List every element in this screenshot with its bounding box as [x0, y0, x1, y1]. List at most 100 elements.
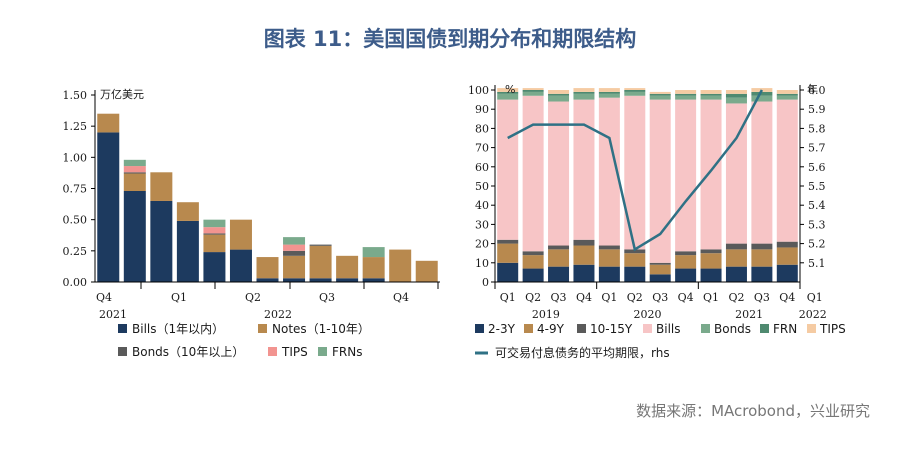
- right-bar-segment: [497, 239, 519, 244]
- right-bar-segment: [700, 253, 722, 269]
- right-bar-segment: [548, 93, 570, 96]
- right-bar-segment: [522, 268, 544, 282]
- right-chart-y2-tick-label: 5.8: [808, 122, 826, 135]
- right-chart-x-year-label: 2020: [634, 308, 662, 321]
- left-bar-segment: [123, 166, 146, 173]
- right-chart-x-quarter-label: Q1: [703, 291, 719, 304]
- right-bar-segment: [548, 95, 570, 102]
- left-legend-swatch: [268, 347, 277, 356]
- right-bar-segment: [598, 93, 620, 98]
- left-y-tick-label: 0.75: [63, 183, 88, 196]
- chart-maturity-distribution: 0.00 0.25 0.50 0.75 1.00 1.25 1.50 Q4 Q1 Q2 Q3 Q4 2…: [63, 88, 440, 321]
- right-bar-segment: [573, 93, 595, 100]
- left-bar-segment: [203, 252, 226, 282]
- right-bar-segment: [573, 264, 595, 282]
- right-bar-segment: [497, 99, 519, 240]
- right-bar-segment: [700, 249, 722, 254]
- left-bar-segment: [176, 202, 199, 221]
- right-bar-segment: [497, 88, 519, 92]
- right-bar-segment: [497, 243, 519, 263]
- left-bar-segment: [283, 250, 306, 256]
- right-chart-y-tick-label: 80: [475, 122, 489, 135]
- right-chart-y-tick-label: 70: [475, 142, 489, 155]
- right-bar-segment: [725, 90, 747, 94]
- right-chart-x-quarter-label: Q4: [779, 291, 795, 304]
- average-maturity-line: [507, 89, 764, 252]
- right-chart-x-quarter-label: Q4: [576, 291, 592, 304]
- right-legend-swatch: [475, 324, 484, 333]
- right-chart-y-tick-label: 50: [475, 180, 489, 193]
- right-bar-segment: [776, 90, 798, 94]
- right-bar-segment: [776, 99, 798, 242]
- right-bar-segment: [649, 93, 671, 96]
- left-legend-label: Bills（1年以内）: [132, 322, 224, 336]
- left-legend-label: Notes（1-10年）: [272, 322, 370, 336]
- left-bar-segment: [123, 172, 146, 174]
- left-bar-segment: [283, 244, 306, 251]
- right-bar-segment: [751, 249, 773, 267]
- left-bar-segment: [97, 132, 120, 282]
- left-bar-segment: [415, 260, 438, 282]
- left-x-quarter-label: Q2: [245, 291, 261, 304]
- right-legend-swatch: [807, 324, 816, 333]
- right-chart-y-tick-label: 30: [475, 218, 489, 231]
- left-bar-segment: [203, 227, 226, 234]
- right-chart-y2-tick-label: 5.1: [808, 257, 826, 270]
- left-legend-swatch: [118, 347, 127, 356]
- right-bar-segment: [675, 95, 697, 100]
- right-chart-y2-tick-label: 5.3: [808, 218, 826, 231]
- left-legend-label: Bonds（10年以上）: [132, 345, 244, 359]
- right-bar-segment: [751, 243, 773, 250]
- right-bar-segment: [675, 251, 697, 256]
- right-chart-legend: 2-3Y 4-9Y 10-15Y Bills Bonds FRN TIPS 可交易付息债务的平…: [475, 322, 846, 360]
- left-x-quarter-label: Q4: [96, 291, 112, 304]
- left-bar-segment: [229, 219, 252, 250]
- left-bar-segment: [150, 172, 173, 201]
- left-bar-segment: [176, 220, 199, 282]
- right-bar-segment: [497, 93, 519, 100]
- right-bar-segment: [522, 95, 544, 252]
- left-y-tick-label: 0.25: [63, 245, 88, 258]
- left-legend-swatch: [318, 347, 327, 356]
- right-chart-y2-tick-label: 5.6: [808, 161, 826, 174]
- right-chart-y2-tick-label: 5.5: [808, 180, 826, 193]
- right-bar-segment: [649, 99, 671, 263]
- left-chart-legend: Bills（1年以内） Notes（1-10年） Bonds（10年以上） TIPS F…: [118, 322, 370, 359]
- left-bar-segment: [309, 244, 332, 246]
- left-x-quarter-label: Q3: [319, 291, 335, 304]
- right-legend-swatch: [760, 324, 769, 333]
- right-chart-y2-tick-label: 5.4: [808, 199, 826, 212]
- left-legend-label: FRNs: [332, 345, 362, 359]
- right-bar-segment: [751, 95, 773, 102]
- right-legend-label: Bills: [656, 322, 681, 336]
- right-chart-x-quarter-label: Q1: [601, 291, 617, 304]
- right-chart-y2-tick-label: 5.9: [808, 103, 826, 116]
- right-chart-x-quarter-label: Q2: [525, 291, 541, 304]
- left-x-year-label: 2022: [264, 308, 292, 321]
- right-bar-segment: [776, 264, 798, 282]
- right-bar-segment: [675, 255, 697, 269]
- right-bar-segment: [725, 93, 747, 98]
- right-bar-segment: [522, 88, 544, 90]
- right-bar-segment: [776, 241, 798, 248]
- right-bar-segment: [522, 251, 544, 256]
- right-chart-y2-tick-label: 5.7: [808, 142, 826, 155]
- right-bar-segment: [725, 97, 747, 104]
- left-bar-segment: [229, 249, 252, 282]
- right-legend-swatch: [524, 324, 533, 333]
- left-y-tick-label: 1.25: [63, 120, 88, 133]
- right-bar-segment: [548, 101, 570, 246]
- left-bar-segment: [123, 190, 146, 282]
- right-bar-segment: [776, 93, 798, 96]
- figure-title: 图表 11：美国国债到期分布和期限结构: [264, 27, 637, 51]
- right-chart-x-year-label: 2021: [735, 308, 763, 321]
- left-legend-label: TIPS: [281, 345, 308, 359]
- right-legend-swatch: [701, 324, 710, 333]
- left-bar-segment: [309, 278, 332, 282]
- right-bar-segment: [725, 266, 747, 282]
- right-chart-y-tick-label: 0: [482, 276, 489, 289]
- right-bar-segment: [624, 253, 646, 267]
- left-bar-segment: [150, 200, 173, 282]
- left-bar-segment: [336, 278, 359, 282]
- right-bar-segment: [598, 245, 620, 250]
